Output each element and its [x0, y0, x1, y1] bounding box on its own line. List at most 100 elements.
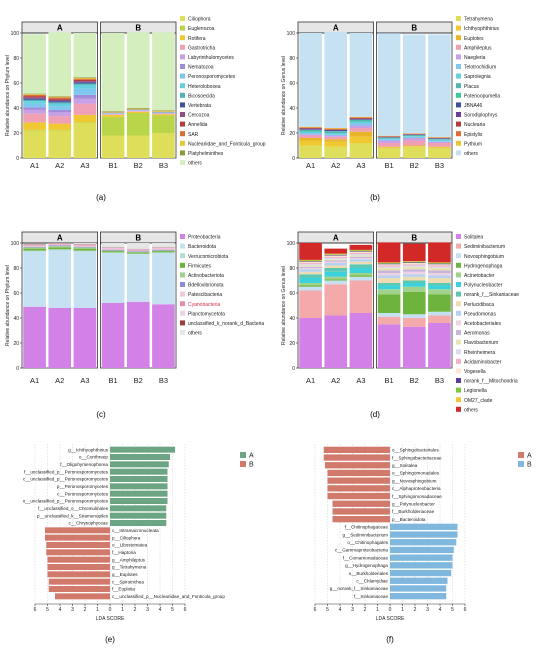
bar-segment-om27-clade [324, 253, 348, 255]
bar-segment-rotifera [126, 111, 150, 113]
bar-segment-rotifera [23, 122, 46, 130]
bar-segment-acetobacteriales [428, 273, 451, 276]
panel-caption: (d) [370, 410, 380, 419]
bar-segment-acinetobacter [428, 289, 451, 295]
bar-segment-annelida [23, 96, 46, 98]
bar-segment-cyanobacteria [152, 248, 175, 250]
lda-bar-label: g__Ichthyophthirius [68, 447, 109, 452]
y-tick-label: 0 [292, 366, 295, 372]
x-tick-label: A2 [331, 161, 340, 170]
lda-bar-f-chitinophagaceae [390, 523, 458, 531]
bar-segment-acetobacteriales [349, 258, 373, 260]
bar-segment-sar [48, 97, 72, 99]
bar-segment-platyhelminthes [23, 93, 46, 95]
bar-segment-cyanobacteria [126, 249, 150, 251]
bar-segment-telotrochidium [402, 136, 426, 138]
lda-bar-label: p__Bacteroidota [392, 517, 426, 522]
bar-segment-rheinheimera [428, 266, 451, 268]
bar-segment-naegleria [349, 125, 373, 128]
bar-segment-bacteroidota [73, 251, 97, 308]
legend-swatch [456, 330, 461, 335]
legend-swatch [456, 64, 461, 69]
bar-segment-ichthyophthirius [349, 136, 373, 143]
panel-d-stacked-bar-chart: A B A1 A2 A3 B1 B2 B3 0 20 40 60 80 100 Relative abund… [281, 231, 519, 419]
bar-segment-others [377, 33, 401, 136]
lda-bar-label: g__Amphileptus [112, 557, 146, 562]
bar-segment-legionella [402, 261, 426, 263]
bar-segment-novosphingobium [377, 313, 401, 317]
lda-bar-f-oligohymenophorea [110, 461, 169, 468]
bar-segment-hydrogenophaga [324, 279, 348, 281]
bar-segment-proteobacteria [126, 301, 150, 368]
bar-segment-ciliophora [126, 135, 150, 158]
bar-segment-epistylis [324, 128, 348, 130]
bar-segment-others [101, 33, 125, 112]
lda-bar-label: g__Euplotes [112, 572, 138, 577]
bar-segment-sediminibacterium [428, 315, 451, 323]
lda-bar-f-haptoria [46, 549, 110, 556]
legend-label: Platyhelminthes [188, 151, 224, 157]
bar-segment-rheinheimera [324, 258, 348, 260]
legend-label: Labyrinthulomycetes [188, 55, 234, 61]
bar-segment-poterioopumella [299, 129, 322, 131]
bar-segment-platyhelminthes [152, 110, 175, 112]
x-tick-label: 6 [314, 607, 317, 613]
legend-label: others [464, 151, 478, 157]
bar-segment-ichthyophthirius [299, 140, 322, 146]
bar-segment-euglenozoa [48, 129, 72, 131]
legend-label: Peronosporomycetes [188, 74, 236, 80]
y-tick-label: 100 [11, 241, 20, 247]
bar-segment-others [126, 32, 150, 108]
bar-segment-perlucidibaca [377, 278, 401, 283]
bar-segment-cercozoa [48, 99, 72, 102]
bar-segment-nuclearia [299, 128, 322, 129]
bar-segment-annelida [48, 98, 72, 100]
panel-b-stacked-bar-chart: A B A1 A2 A3 B1 B2 B3 0 20 40 60 80 100 Relative abund… [281, 16, 500, 202]
x-tick-label: B2 [134, 161, 143, 170]
lda-bar-label: f__Haptoria [112, 550, 136, 555]
bar-segment-others [428, 242, 451, 263]
bar-segment-hydrogenophaga [377, 294, 401, 313]
bar-segment-naegleria [402, 138, 426, 141]
legend-label: Novosphingobium [464, 254, 504, 260]
bar-segment-bacteroidota [23, 251, 46, 307]
legend-label: Ichthyophthirius [464, 26, 500, 32]
legend-label: SAR [188, 132, 199, 138]
bar-segment-gastrotricha [48, 116, 72, 124]
bar-segment-planctomycetota [48, 243, 72, 245]
bar-segment-rotifera [73, 114, 97, 123]
y-tick-label: 100 [287, 31, 296, 37]
x-tick-label: A1 [306, 376, 315, 385]
legend-swatch [456, 301, 461, 307]
bar-segment-proteobacteria [48, 308, 72, 368]
legend-swatch [180, 73, 185, 79]
bar-segment-solitalea [377, 324, 401, 368]
legend-label: norank_f__Sinkaniaceae [464, 292, 519, 298]
lda-bar-o-unclassified-p-peronosporomycetes [110, 497, 168, 505]
bar-segment-poterioopumella [349, 119, 373, 121]
bar-segment-others [299, 33, 322, 127]
bar-segment-aeromonas [377, 270, 401, 273]
x-tick-label: B2 [410, 161, 419, 170]
bar-segment-saprolegnia [428, 139, 451, 141]
bar-segment-flavobacterium [377, 268, 401, 271]
legend-swatch [456, 83, 461, 89]
bar-segment-vogesella [402, 263, 426, 265]
group-strip-label: A [57, 234, 63, 243]
legend-label: others [464, 407, 478, 413]
bar-segment-placus [299, 130, 322, 132]
bar-segment-aeromonas [299, 266, 322, 268]
bar-segment-euglenozoa [101, 116, 125, 136]
legend-label: Euglenozoa [188, 26, 215, 32]
bar-segment-acetobacteriales [324, 261, 348, 263]
bar-segment-actinobacteriota [101, 250, 125, 252]
lda-bar-p-ciliophora [45, 534, 110, 541]
bar-segment-flavobacterium [428, 268, 451, 271]
bar-segment-ciliophora [48, 130, 72, 158]
legend-swatch [456, 358, 461, 364]
bar-segment-placus [349, 120, 373, 122]
lda-bar-label: f__Sphingobacteriaceae [392, 455, 442, 460]
lda-bar-label: p__unclassified_k__Stramenopiles [37, 513, 109, 518]
bar-segment-ichthyophthirius [324, 141, 348, 147]
bar-segment-sediminibacterium [349, 280, 373, 313]
